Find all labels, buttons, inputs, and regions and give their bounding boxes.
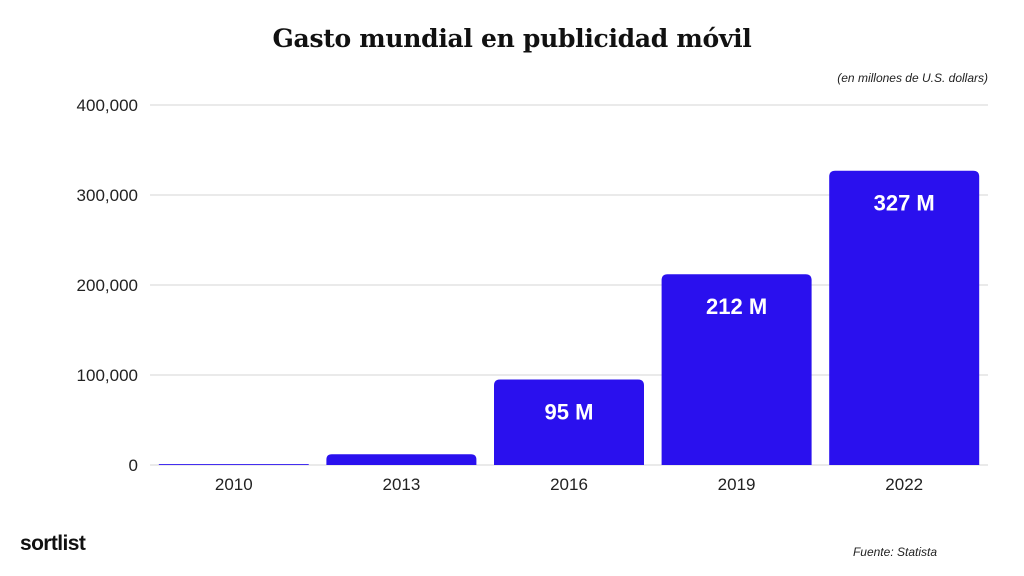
bar-2013 bbox=[326, 454, 477, 465]
source-note: Fuente: Statista bbox=[852, 545, 937, 559]
y-tick-label: 0 bbox=[129, 456, 138, 475]
y-tick-label: 100,000 bbox=[77, 366, 138, 385]
bars bbox=[158, 170, 980, 465]
y-tick-label: 200,000 bbox=[77, 276, 138, 295]
data-labels: 95 M 212 M 327 M bbox=[545, 191, 935, 425]
bar-2016 bbox=[494, 379, 644, 465]
bar-2010 bbox=[158, 464, 309, 465]
bar-2019 bbox=[661, 274, 812, 465]
data-label: 95 M bbox=[545, 400, 594, 425]
y-tick-label: 400,000 bbox=[77, 96, 138, 115]
chart-title: Gasto mundial en publicidad móvil bbox=[272, 24, 752, 53]
x-tick-label: 2016 bbox=[550, 475, 588, 494]
brand-logo: sortlist bbox=[20, 532, 86, 555]
x-axis-ticks: 2010 2013 2016 2019 2022 bbox=[215, 475, 923, 494]
chart-subtitle: (en millones de U.S. dollars) bbox=[837, 71, 988, 85]
data-label: 212 M bbox=[706, 294, 767, 319]
data-label: 327 M bbox=[874, 191, 935, 216]
bar-2022 bbox=[829, 170, 980, 465]
x-tick-label: 2022 bbox=[885, 475, 923, 494]
x-tick-label: 2010 bbox=[215, 475, 253, 494]
x-tick-label: 2019 bbox=[718, 475, 756, 494]
y-axis-ticks: 0 100,000 200,000 300,000 400,000 bbox=[77, 96, 138, 475]
x-tick-label: 2013 bbox=[382, 475, 420, 494]
y-tick-label: 300,000 bbox=[77, 186, 138, 205]
